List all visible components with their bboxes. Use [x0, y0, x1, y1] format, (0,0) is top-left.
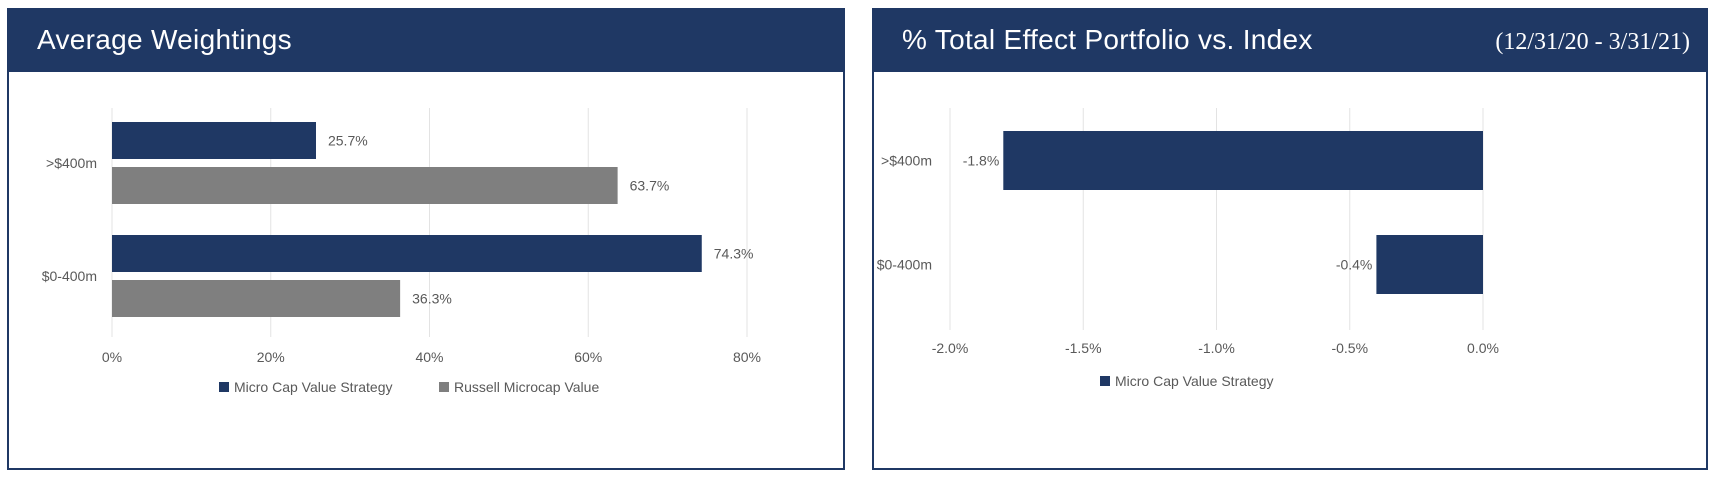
- x-tick-label: 80%: [733, 349, 761, 365]
- bar: [112, 167, 618, 204]
- x-tick-label: -0.5%: [1331, 340, 1368, 356]
- data-label: -1.8%: [963, 153, 1000, 169]
- x-tick-label: -1.5%: [1065, 340, 1102, 356]
- legend-label: Micro Cap Value Strategy: [1115, 373, 1273, 389]
- x-tick-label: 0.0%: [1467, 340, 1499, 356]
- data-label: 36.3%: [412, 291, 452, 307]
- panel-header: % Total Effect Portfolio vs. Index (12/3…: [874, 10, 1706, 72]
- legend-swatch: [439, 382, 449, 392]
- chart-subtitle: (12/31/20 - 3/31/21): [1495, 29, 1690, 55]
- x-tick-label: -2.0%: [932, 340, 969, 356]
- chart-title: % Total Effect Portfolio vs. Index: [902, 24, 1313, 55]
- bar: [1376, 235, 1483, 294]
- bar: [112, 280, 401, 317]
- data-label: 63.7%: [630, 178, 670, 194]
- legend-label: Micro Cap Value Strategy: [234, 379, 392, 395]
- legend-swatch: [1100, 376, 1110, 386]
- panel-header: Average Weightings: [9, 10, 843, 72]
- average-weightings-panel: Average Weightings 0% 20% 40% 60% 80% >$400m 2…: [7, 8, 845, 470]
- y-category-label: >$400m: [881, 153, 932, 169]
- y-category-label: $0-400m: [877, 257, 932, 273]
- bar: [1003, 131, 1483, 190]
- legend-swatch: [219, 382, 229, 392]
- x-tick-label: 0%: [102, 349, 122, 365]
- x-tick-label: 60%: [574, 349, 602, 365]
- x-tick-label: 40%: [415, 349, 443, 365]
- data-label: 25.7%: [328, 133, 368, 149]
- bar: [112, 235, 702, 272]
- total-effect-chart: -2.0% -1.5% -1.0% -0.5% 0.0% >$400m -1.8% $0-40…: [877, 108, 1499, 389]
- average-weightings-chart: 0% 20% 40% 60% 80% >$400m 25.7% 63.7% $0-400m 74.…: [42, 108, 761, 395]
- y-category-label: $0-400m: [42, 268, 97, 284]
- legend-label: Russell Microcap Value: [454, 379, 599, 395]
- x-tick-label: 20%: [257, 349, 285, 365]
- total-effect-panel: % Total Effect Portfolio vs. Index (12/3…: [872, 8, 1708, 470]
- x-tick-label: -1.0%: [1198, 340, 1235, 356]
- chart-title: Average Weightings: [37, 24, 292, 55]
- bar: [112, 122, 316, 159]
- data-label: 74.3%: [714, 246, 754, 262]
- y-category-label: >$400m: [46, 155, 97, 171]
- data-label: -0.4%: [1336, 257, 1373, 273]
